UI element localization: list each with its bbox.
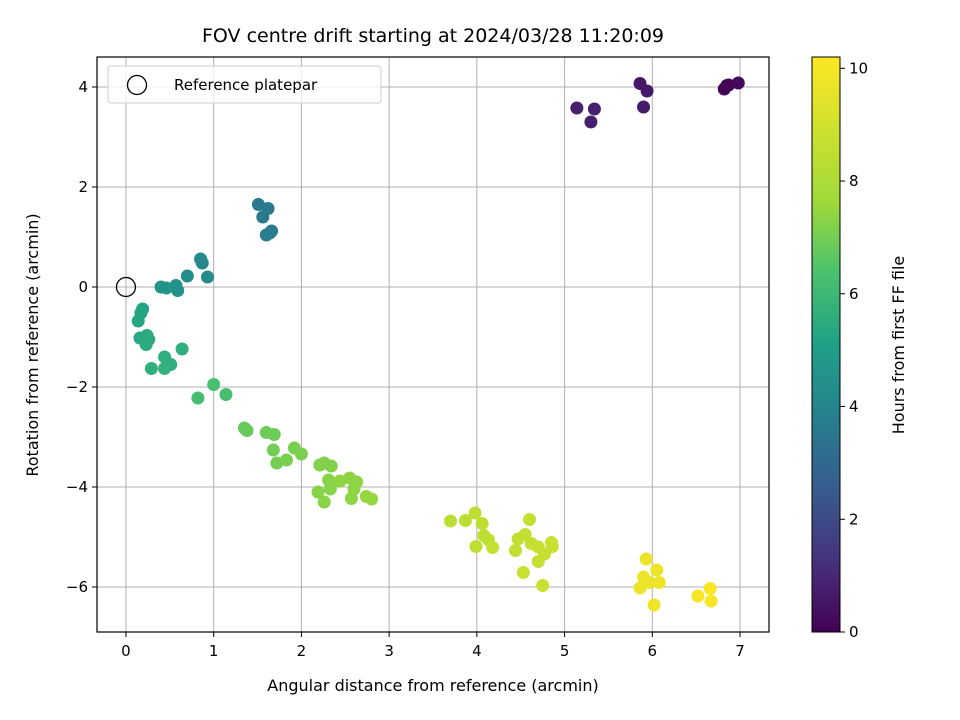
x-tick-label: 5 (560, 642, 570, 660)
colorbar-tick-label: 6 (849, 285, 859, 303)
data-point (468, 506, 482, 520)
data-point (267, 428, 281, 441)
data-point (508, 544, 522, 557)
x-tick-label: 4 (472, 642, 482, 660)
data-point (639, 552, 653, 566)
data-point (691, 589, 705, 603)
legend-box (107, 65, 382, 104)
y-tick-label: −6 (66, 578, 88, 596)
x-tick-label: 2 (297, 642, 307, 660)
data-point (458, 514, 472, 527)
data-point (722, 78, 736, 92)
legend-marker-icon (126, 74, 148, 96)
data-point (545, 540, 559, 553)
colorbar-gradient (811, 56, 841, 633)
data-point (704, 594, 718, 608)
data-point (180, 269, 194, 283)
x-tick-label: 6 (648, 642, 658, 660)
legend-entry-label: Reference platepar (174, 76, 318, 94)
x-tick-label: 7 (735, 642, 745, 660)
data-point (640, 84, 654, 98)
data-point (266, 443, 280, 457)
colorbar-tick-label: 8 (849, 172, 859, 190)
data-point (523, 513, 537, 526)
colorbar-tick-label: 10 (849, 59, 868, 77)
data-point (171, 284, 185, 297)
data-point (486, 541, 500, 554)
reference-marker (115, 276, 137, 298)
data-point (311, 485, 325, 499)
y-tick-label: 0 (78, 278, 88, 296)
y-tick-label: 2 (78, 178, 88, 196)
y-tick-label: −4 (66, 478, 88, 496)
data-point (633, 581, 647, 595)
data-point (219, 388, 233, 401)
y-tick-label: −2 (66, 378, 88, 396)
data-point (139, 338, 153, 351)
data-point (261, 202, 275, 215)
data-point (365, 492, 379, 506)
data-point (195, 256, 209, 270)
data-points (131, 76, 745, 612)
data-point (570, 101, 584, 115)
grid (97, 57, 769, 632)
chart-title: FOV centre drift starting at 2024/03/28 … (202, 25, 664, 47)
data-point (323, 482, 337, 496)
reference-platepar-marker (115, 276, 137, 298)
y-tick-label: 4 (78, 78, 88, 96)
data-point (131, 314, 145, 328)
x-tick-label: 1 (209, 642, 219, 660)
data-point (265, 224, 279, 238)
colorbar: 0 2 4 6 8 10 Hours from first FF file (811, 56, 908, 641)
x-axis-ticks: 0 1 2 3 4 5 6 7 (121, 632, 745, 660)
data-point (584, 115, 598, 129)
data-point (650, 563, 664, 577)
data-point (344, 492, 358, 505)
data-point (647, 598, 661, 612)
data-point (475, 517, 489, 530)
data-point (536, 579, 550, 592)
data-point (324, 459, 338, 473)
data-point (469, 540, 483, 553)
colorbar-tick-label: 4 (849, 398, 859, 416)
x-axis-label: Angular distance from reference (arcmin) (267, 676, 598, 695)
data-point (294, 447, 308, 461)
colorbar-tick-label: 2 (849, 510, 859, 528)
data-point (201, 270, 215, 284)
data-point (317, 495, 331, 509)
plot-frame (96, 56, 770, 633)
data-point (144, 362, 158, 375)
data-point (158, 362, 172, 375)
data-point (637, 100, 651, 114)
data-point (175, 342, 189, 356)
x-tick-label: 3 (384, 642, 394, 660)
colorbar-ticks: 0 2 4 6 8 10 (840, 59, 868, 641)
data-point (652, 576, 666, 589)
y-axis-label: Rotation from reference (arcmin) (23, 213, 42, 476)
data-point (279, 453, 293, 467)
data-point (154, 280, 168, 294)
data-point (191, 391, 205, 405)
data-point (516, 566, 530, 579)
data-point (207, 378, 221, 391)
colorbar-tick-label: 0 (849, 623, 859, 641)
y-axis-ticks: −6 −4 −2 0 2 4 (66, 78, 97, 596)
data-point (587, 102, 601, 116)
data-point (643, 576, 657, 589)
data-point (240, 424, 254, 437)
colorbar-label: Hours from first FF file (889, 256, 908, 435)
x-tick-label: 0 (121, 642, 131, 660)
data-point (731, 76, 745, 90)
data-point (703, 582, 717, 595)
legend: Reference platepar (107, 65, 382, 104)
data-point (444, 514, 458, 528)
